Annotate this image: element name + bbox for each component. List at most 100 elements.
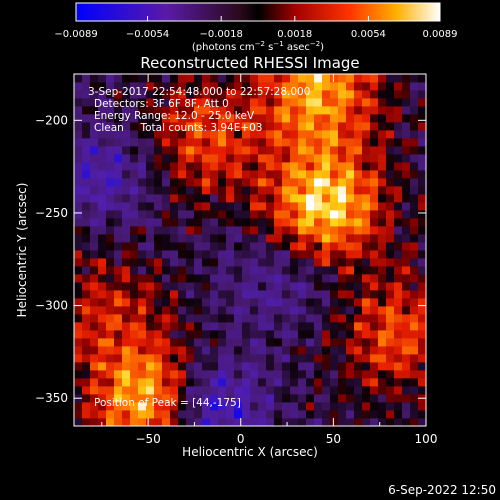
heatmap-cell	[146, 266, 155, 275]
heatmap-cell	[186, 90, 195, 99]
heatmap-cell	[74, 370, 83, 379]
heatmap-cell	[378, 298, 387, 307]
heatmap-cell	[154, 410, 163, 419]
heatmap-cell	[378, 82, 387, 91]
heatmap-cell	[322, 170, 331, 179]
heatmap-cell	[226, 106, 235, 115]
heatmap-cell	[386, 330, 395, 339]
heatmap-cell	[338, 82, 347, 91]
heatmap-cell	[234, 410, 243, 419]
heatmap-cell	[290, 170, 299, 179]
heatmap-cell	[146, 218, 155, 227]
x-axis-label: Heliocentric X (arcsec)	[182, 445, 318, 459]
heatmap-cell	[370, 82, 379, 91]
heatmap-cell	[370, 330, 379, 339]
heatmap-cell	[346, 282, 355, 291]
heatmap-cell	[218, 370, 227, 379]
heatmap-cell	[138, 194, 147, 203]
heatmap-cell	[314, 402, 323, 411]
heatmap-cell	[178, 370, 187, 379]
heatmap-cell	[314, 418, 323, 427]
heatmap-cell	[370, 402, 379, 411]
heatmap-cell	[242, 234, 251, 243]
heatmap-cell	[82, 90, 91, 99]
heatmap-cell	[386, 386, 395, 395]
heatmap-cell	[354, 218, 363, 227]
heatmap-cell	[114, 98, 123, 107]
heatmap-cell	[122, 178, 131, 187]
heatmap-cell	[82, 298, 91, 307]
heatmap-cell	[394, 202, 403, 211]
heatmap-cell	[178, 186, 187, 195]
heatmap-cell	[226, 250, 235, 259]
heatmap-cell	[298, 234, 307, 243]
heatmap-cell	[330, 282, 339, 291]
heatmap-cell	[98, 250, 107, 259]
heatmap-cell	[82, 346, 91, 355]
heatmap-cell	[274, 82, 283, 91]
heatmap-cell	[378, 146, 387, 155]
heatmap-cell	[138, 266, 147, 275]
heatmap-cell	[130, 306, 139, 315]
heatmap-cell	[210, 378, 219, 387]
heatmap-cell	[130, 354, 139, 363]
heatmap-cell	[218, 202, 227, 211]
heatmap-cell	[162, 290, 171, 299]
heatmap-cell	[218, 194, 227, 203]
heatmap-cell	[154, 306, 163, 315]
heatmap-cell	[330, 314, 339, 323]
heatmap-cell	[338, 226, 347, 235]
heatmap-cell	[250, 370, 259, 379]
heatmap-cell	[106, 370, 115, 379]
heatmap-cell	[314, 98, 323, 107]
heatmap-cell	[98, 170, 107, 179]
heatmap-cell	[82, 202, 91, 211]
heatmap-cell	[162, 274, 171, 283]
heatmap-cell	[250, 250, 259, 259]
heatmap-cell	[266, 106, 275, 115]
heatmap-cell	[218, 74, 227, 83]
heatmap-cell	[378, 210, 387, 219]
heatmap-cell	[322, 98, 331, 107]
heatmap-cell	[322, 226, 331, 235]
heatmap-cell	[82, 378, 91, 387]
heatmap-cell	[362, 314, 371, 323]
heatmap-cell	[162, 98, 171, 107]
heatmap-cell	[314, 314, 323, 323]
heatmap-cell	[186, 138, 195, 147]
heatmap-cell	[106, 106, 115, 115]
heatmap-cell	[114, 90, 123, 99]
heatmap-cell	[394, 354, 403, 363]
heatmap-cell	[306, 418, 315, 427]
heatmap-cell	[282, 370, 291, 379]
heatmap-cell	[194, 274, 203, 283]
heatmap-cell	[290, 322, 299, 331]
heatmap-cell	[274, 250, 283, 259]
heatmap-cell	[82, 354, 91, 363]
heatmap-cell	[370, 154, 379, 163]
heatmap-cell	[322, 242, 331, 251]
heatmap-cell	[170, 250, 179, 259]
heatmap-cell	[114, 258, 123, 267]
heatmap-cell	[306, 226, 315, 235]
heatmap-cell	[218, 226, 227, 235]
heatmap-cell	[82, 186, 91, 195]
annotation-energy: Energy Range: 12.0 - 25.0 keV	[94, 110, 255, 122]
heatmap-cell	[186, 322, 195, 331]
heatmap-cell	[322, 298, 331, 307]
heatmap-cell	[106, 314, 115, 323]
heatmap-cell	[410, 266, 419, 275]
heatmap-cell	[194, 282, 203, 291]
heatmap-cell	[410, 314, 419, 323]
heatmap-cell	[146, 394, 155, 403]
heatmap-cell	[98, 282, 107, 291]
heatmap-cell	[122, 242, 131, 251]
heatmap-cell	[218, 154, 227, 163]
heatmap-cell	[418, 378, 427, 387]
heatmap-cell	[122, 146, 131, 155]
heatmap-cell	[154, 402, 163, 411]
heatmap-cell	[330, 354, 339, 363]
heatmap-cell	[146, 162, 155, 171]
heatmap-cell	[186, 282, 195, 291]
heatmap-cell	[138, 354, 147, 363]
